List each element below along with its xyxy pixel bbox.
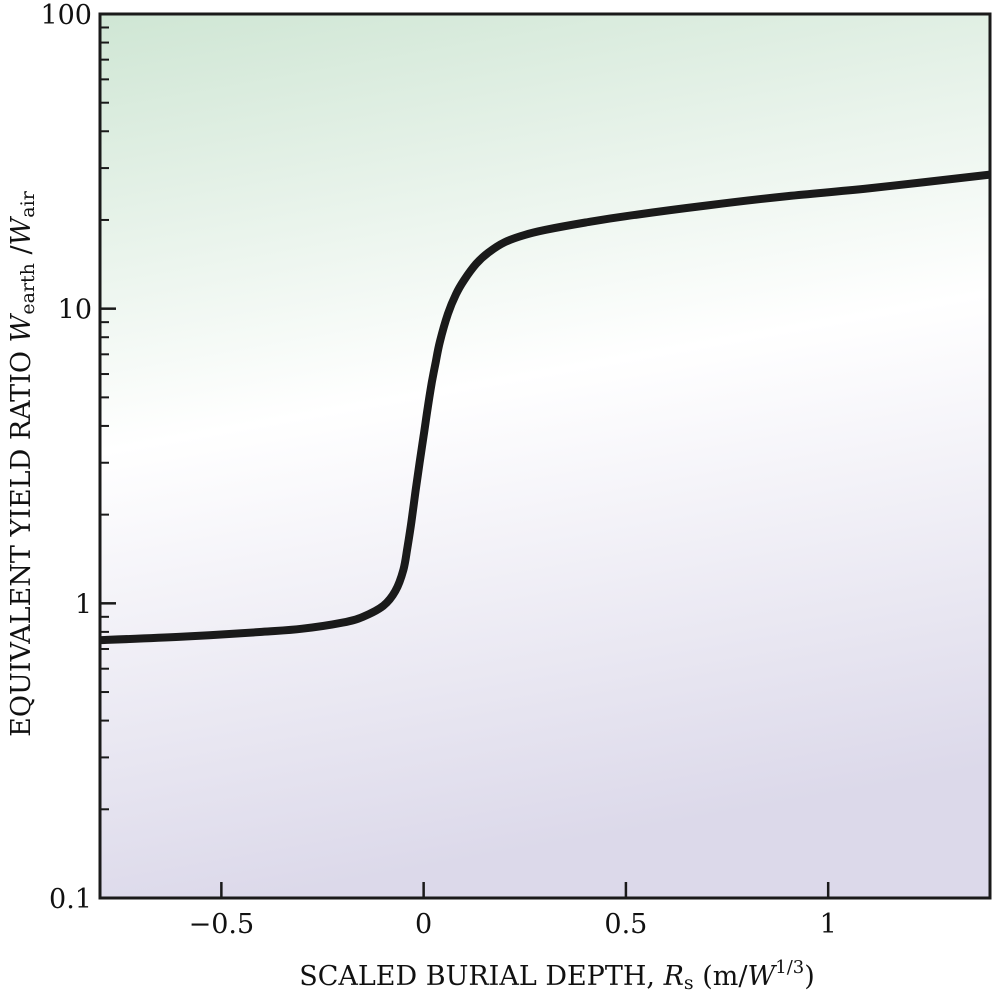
x-tick-label: 0.5 bbox=[604, 909, 647, 940]
x-tick-label: −0.5 bbox=[189, 909, 255, 940]
y-tick-label: 100 bbox=[40, 0, 92, 31]
plot-frame bbox=[98, 12, 992, 900]
series-line bbox=[99, 170, 991, 645]
plot-area bbox=[100, 14, 990, 898]
y-axis-title: EQUIVALENT YIELD RATIO Wearth /Wair bbox=[6, 190, 39, 737]
y-tick-label: 1 bbox=[75, 589, 92, 620]
x-tick-label: 1 bbox=[820, 909, 837, 940]
x-axis-title: SCALED BURIAL DEPTH, Rs (m/W1/3) bbox=[299, 957, 815, 994]
tick-labels: −0.5 0 0.5 1 0.1 1 10 100 bbox=[40, 0, 836, 940]
x-tick-label: 0 bbox=[415, 909, 432, 940]
y-tick-label: 10 bbox=[58, 295, 92, 326]
y-tick-label: 0.1 bbox=[49, 884, 92, 915]
series-layer bbox=[99, 170, 991, 645]
